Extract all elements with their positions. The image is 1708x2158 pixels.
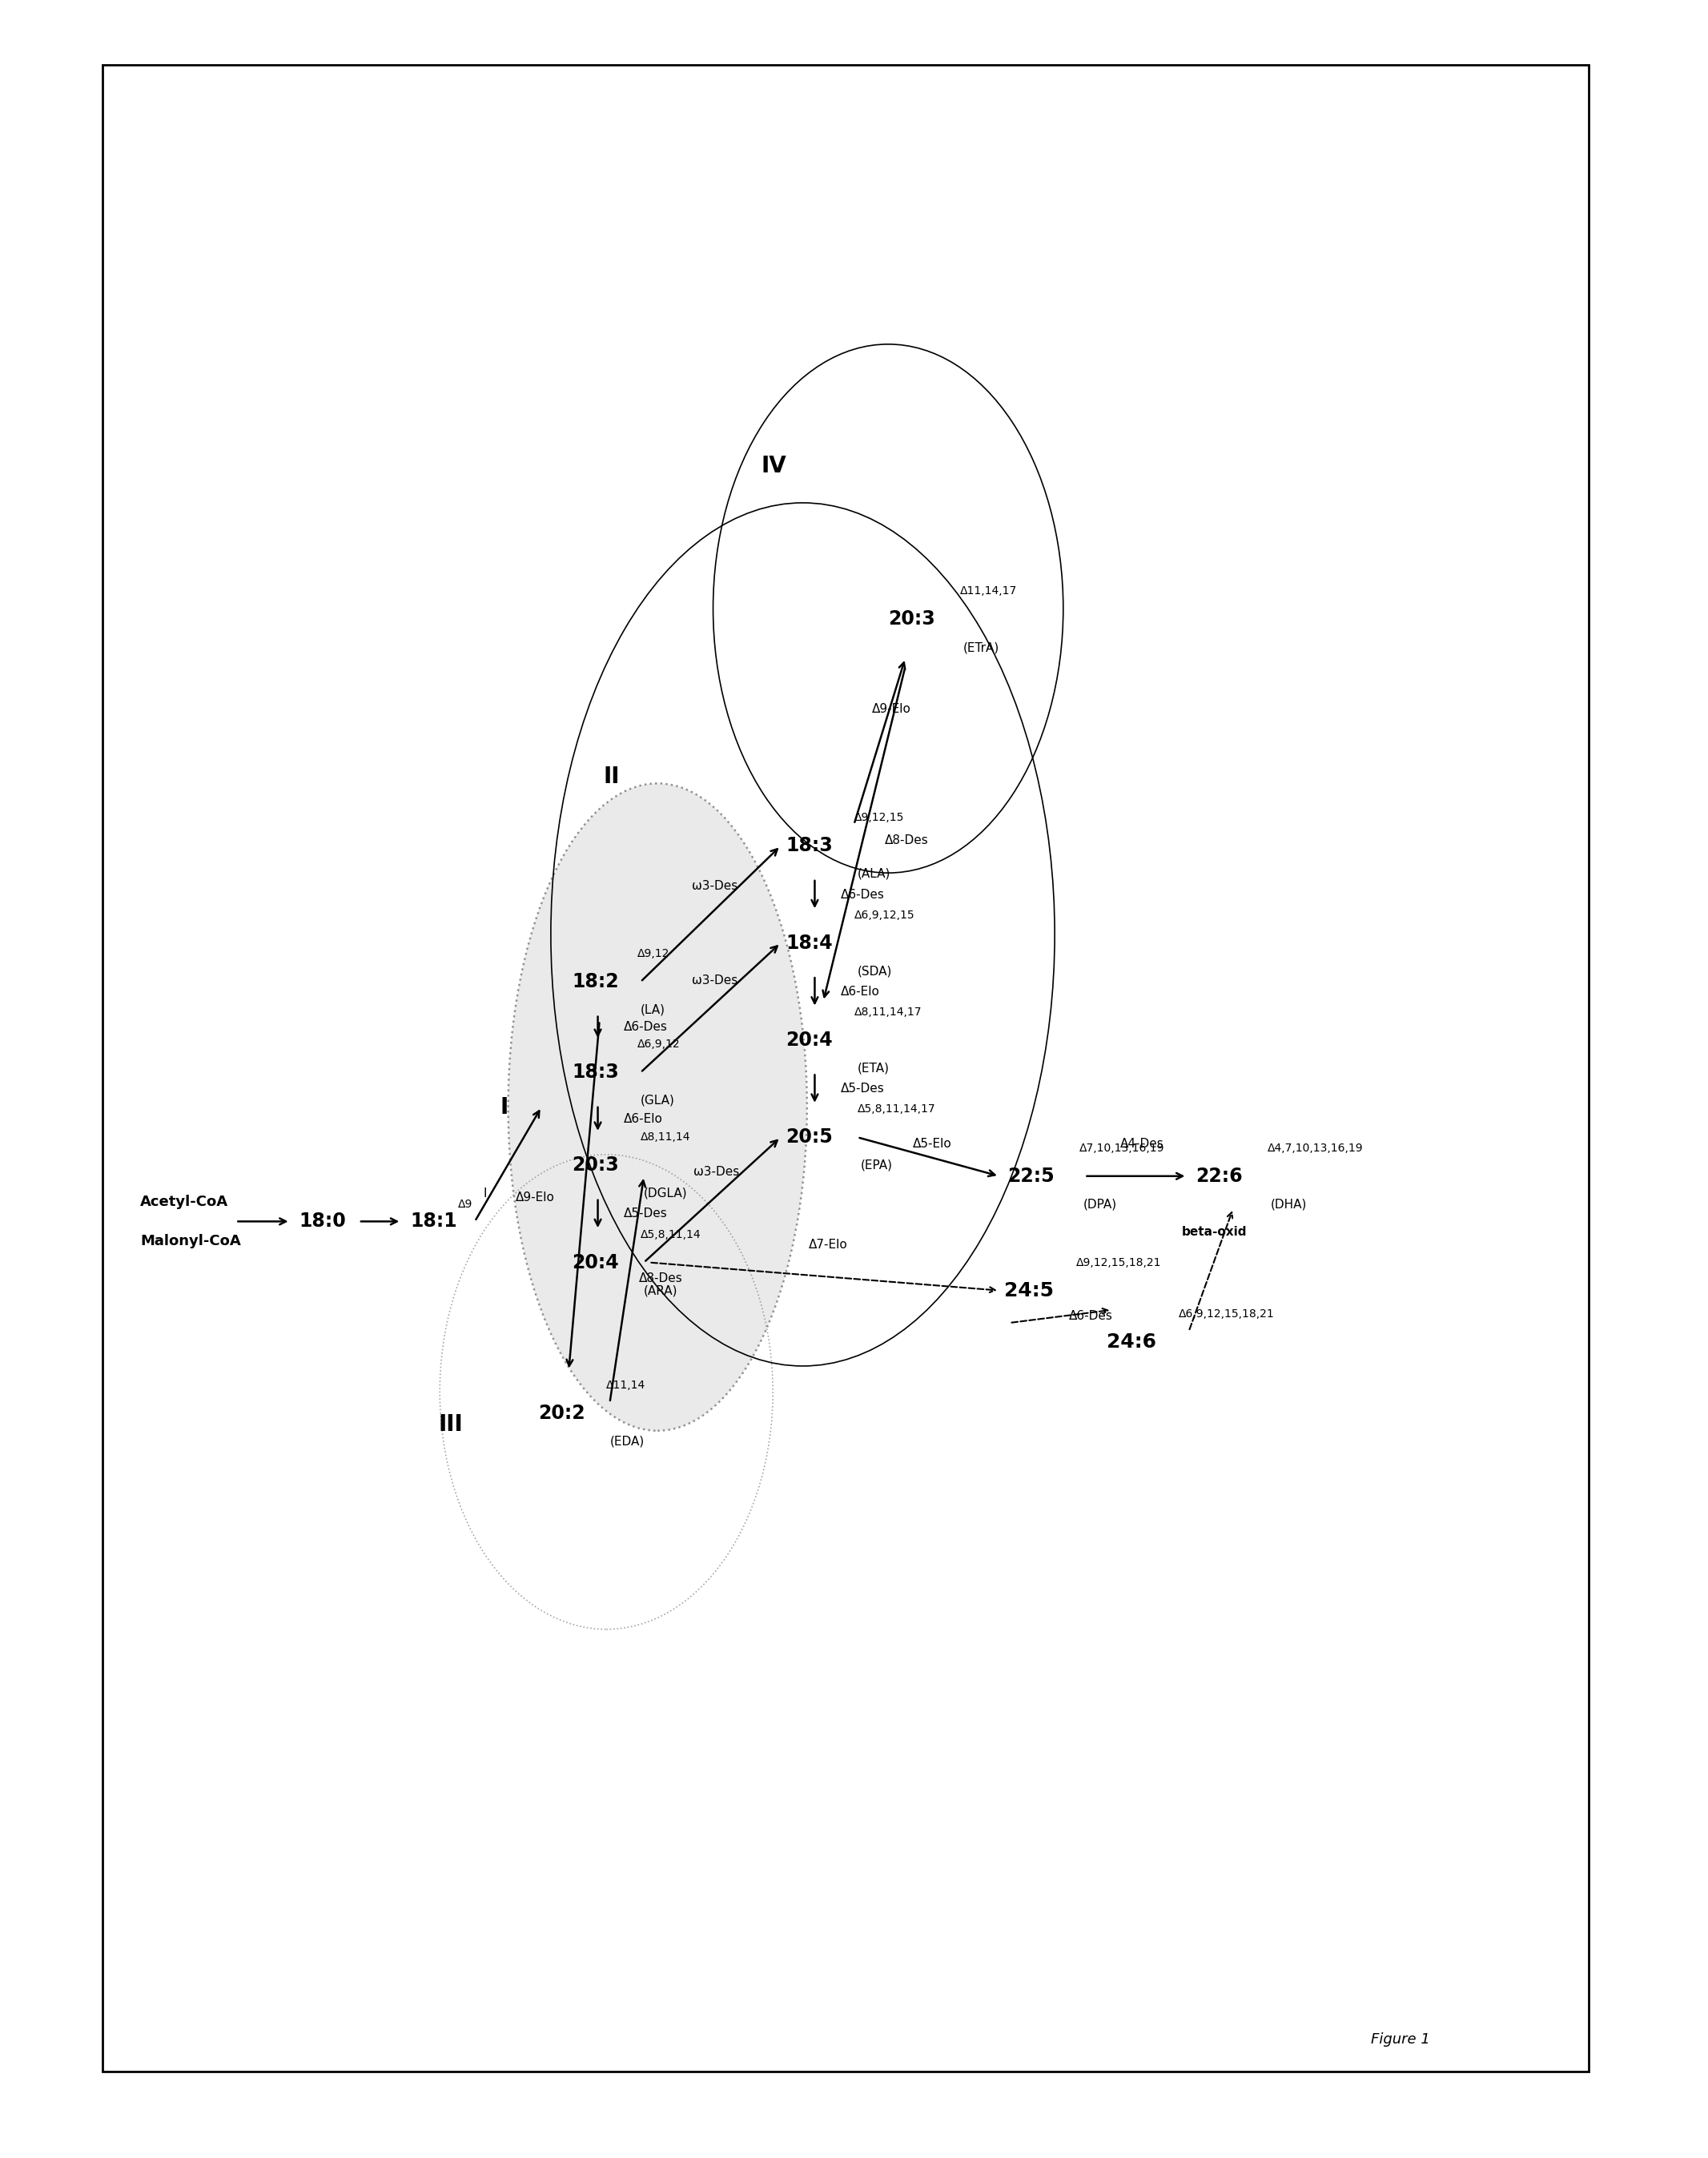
Text: 20:3: 20:3 — [572, 1157, 620, 1174]
Text: Δ7-Elo: Δ7-Elo — [810, 1239, 847, 1252]
Text: (ETrA): (ETrA) — [963, 641, 999, 654]
Text: (ETA): (ETA) — [857, 1062, 890, 1075]
Text: (SDA): (SDA) — [857, 965, 892, 978]
Text: (DGLA): (DGLA) — [644, 1187, 688, 1200]
Text: III: III — [439, 1413, 463, 1435]
Text: ω3-Des: ω3-Des — [693, 1165, 740, 1178]
Text: Δ8,11,14,17: Δ8,11,14,17 — [854, 1006, 922, 1019]
Text: 18:2: 18:2 — [572, 973, 618, 991]
Text: Δ11,14,17: Δ11,14,17 — [960, 585, 1016, 598]
Text: ω3-Des: ω3-Des — [692, 973, 738, 986]
Text: 22:5: 22:5 — [1008, 1167, 1054, 1185]
Text: Δ7,10,13,16,19: Δ7,10,13,16,19 — [1079, 1142, 1165, 1155]
Text: (ARA): (ARA) — [644, 1284, 678, 1297]
Text: Δ6,9,12: Δ6,9,12 — [637, 1038, 680, 1051]
Text: 18:3: 18:3 — [786, 837, 834, 855]
Text: Δ9,12,15: Δ9,12,15 — [854, 811, 904, 824]
Text: Δ5-Elo: Δ5-Elo — [914, 1137, 951, 1150]
Text: II: II — [603, 766, 620, 788]
Text: (LA): (LA) — [640, 1003, 666, 1016]
Text: 18:3: 18:3 — [572, 1064, 620, 1081]
Text: Δ9: Δ9 — [458, 1198, 473, 1211]
Text: 24:5: 24:5 — [1004, 1282, 1054, 1299]
Text: 20:3: 20:3 — [888, 611, 936, 628]
Ellipse shape — [509, 783, 808, 1431]
Text: Δ9,12: Δ9,12 — [637, 947, 670, 960]
Text: 20:4: 20:4 — [786, 1032, 832, 1049]
Text: Δ5,8,11,14,17: Δ5,8,11,14,17 — [857, 1103, 936, 1116]
Text: I: I — [483, 1187, 487, 1200]
Text: Δ6-Elo: Δ6-Elo — [623, 1114, 663, 1124]
Text: Δ8-Des: Δ8-Des — [885, 835, 929, 846]
Text: Δ4-Des: Δ4-Des — [1120, 1137, 1163, 1150]
Text: 18:1: 18:1 — [410, 1213, 456, 1230]
Text: 18:4: 18:4 — [786, 934, 832, 952]
Text: Δ8,11,14: Δ8,11,14 — [640, 1131, 690, 1144]
Text: Δ11,14: Δ11,14 — [606, 1379, 646, 1392]
Text: Malonyl-CoA: Malonyl-CoA — [140, 1234, 241, 1247]
Text: Δ6-Elo: Δ6-Elo — [840, 986, 880, 997]
Text: IV: IV — [762, 455, 786, 477]
Text: Δ5-Des: Δ5-Des — [840, 1083, 885, 1094]
Text: Δ6-Des: Δ6-Des — [1069, 1310, 1114, 1323]
Text: 20:4: 20:4 — [572, 1254, 618, 1271]
Text: (EPA): (EPA) — [861, 1159, 893, 1172]
Text: Acetyl-CoA: Acetyl-CoA — [140, 1196, 229, 1208]
Text: (ALA): (ALA) — [857, 868, 890, 880]
Text: 20:2: 20:2 — [538, 1405, 584, 1422]
Text: (DPA): (DPA) — [1083, 1198, 1117, 1211]
Text: Δ6-Des: Δ6-Des — [840, 889, 885, 900]
Text: 24:6: 24:6 — [1107, 1334, 1156, 1351]
Text: I: I — [500, 1096, 507, 1118]
Text: 22:6: 22:6 — [1196, 1167, 1242, 1185]
Text: beta-oxid: beta-oxid — [1182, 1226, 1247, 1239]
Text: (EDA): (EDA) — [610, 1435, 644, 1448]
Text: ω3-Des: ω3-Des — [692, 880, 738, 893]
Text: Δ9-Elo: Δ9-Elo — [873, 704, 910, 716]
Text: Δ5-Des: Δ5-Des — [623, 1208, 668, 1219]
Text: 20:5: 20:5 — [786, 1129, 834, 1146]
Text: Δ9-Elo: Δ9-Elo — [516, 1191, 555, 1204]
Text: Δ6,9,12,15,18,21: Δ6,9,12,15,18,21 — [1179, 1308, 1274, 1321]
Text: Δ4,7,10,13,16,19: Δ4,7,10,13,16,19 — [1267, 1142, 1363, 1155]
Text: Δ5,8,11,14: Δ5,8,11,14 — [640, 1228, 700, 1241]
Text: (DHA): (DHA) — [1271, 1198, 1307, 1211]
Text: Δ8-Des: Δ8-Des — [639, 1273, 683, 1284]
Text: (GLA): (GLA) — [640, 1094, 675, 1107]
Text: Δ6,9,12,15: Δ6,9,12,15 — [854, 909, 914, 921]
Text: Figure 1: Figure 1 — [1372, 2033, 1430, 2046]
Bar — [102, 65, 1588, 2072]
Text: 18:0: 18:0 — [299, 1213, 347, 1230]
Text: Δ9,12,15,18,21: Δ9,12,15,18,21 — [1076, 1256, 1161, 1269]
Text: Δ6-Des: Δ6-Des — [623, 1021, 668, 1034]
